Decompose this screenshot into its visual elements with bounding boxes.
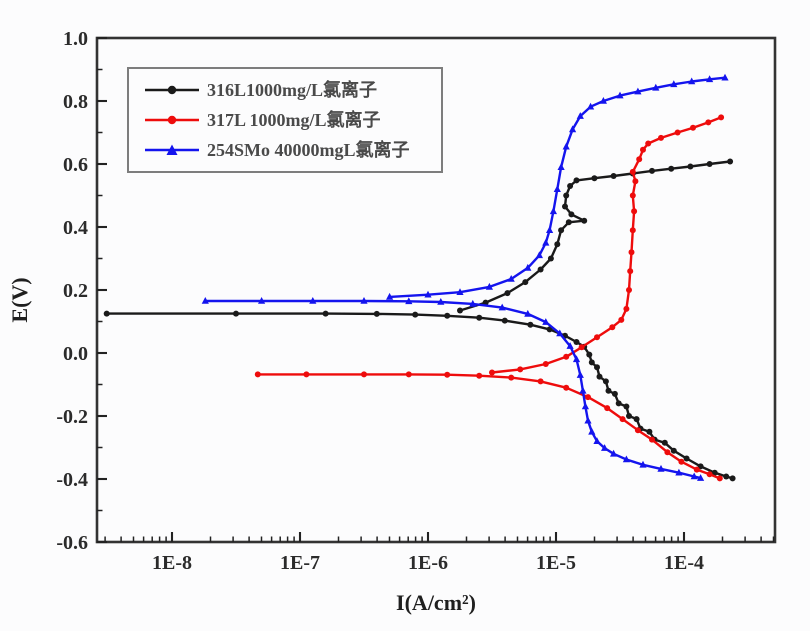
svg-text:1E-7: 1E-7: [280, 552, 320, 574]
legend-label-317l: 317L 1000mg/L氯离子: [207, 110, 381, 130]
svg-text:0.6: 0.6: [63, 154, 88, 176]
x-tick-labels: 1E-8 1E-7 1E-6 1E-5 1E-4: [152, 552, 704, 574]
y-axis-minor-ticks: [97, 68, 103, 512]
svg-text:-0.6: -0.6: [56, 532, 88, 554]
line-triangle-marker-icon: [145, 144, 199, 155]
y-tick-labels: 1.0 0.8 0.6 0.4 0.2 0.0 -0.2 -0.4 -0.6: [56, 28, 88, 554]
y-axis-title: E(V): [7, 277, 32, 322]
svg-text:-0.4: -0.4: [56, 469, 88, 491]
x-axis-major-ticks: [170, 532, 686, 542]
x-axis-minor-ticks: [104, 536, 775, 542]
svg-text:-0.2: -0.2: [56, 406, 88, 428]
legend-item-316l: 316L1000mg/L氯离子: [143, 77, 441, 104]
svg-text:1E-8: 1E-8: [152, 552, 192, 574]
series-1: [254, 114, 725, 482]
y-axis-major-ticks: [97, 36, 107, 544]
svg-text:1E-4: 1E-4: [664, 552, 704, 574]
line-circle-marker-icon: [145, 115, 199, 125]
svg-text:0.4: 0.4: [63, 217, 88, 239]
svg-text:0.2: 0.2: [63, 280, 88, 302]
legend: 316L1000mg/L氯离子 317L 1000mg/L氯离子 254SMo …: [127, 67, 443, 173]
svg-text:1.0: 1.0: [63, 28, 88, 50]
svg-text:0.0: 0.0: [63, 343, 88, 365]
svg-text:1E-5: 1E-5: [536, 552, 576, 574]
series-2: [201, 73, 729, 481]
line-circle-marker-icon: [145, 85, 199, 95]
svg-text:1E-6: 1E-6: [408, 552, 448, 574]
svg-text:0.8: 0.8: [63, 91, 88, 113]
legend-item-317l: 317L 1000mg/L氯离子: [143, 107, 441, 134]
legend-label-316l: 316L1000mg/L氯离子: [207, 80, 378, 100]
legend-item-254smo: 254SMo 40000mgL氯离子: [143, 137, 441, 164]
legend-label-254smo: 254SMo 40000mgL氯离子: [207, 140, 410, 160]
x-axis-title: I(A/cm²): [396, 590, 476, 615]
